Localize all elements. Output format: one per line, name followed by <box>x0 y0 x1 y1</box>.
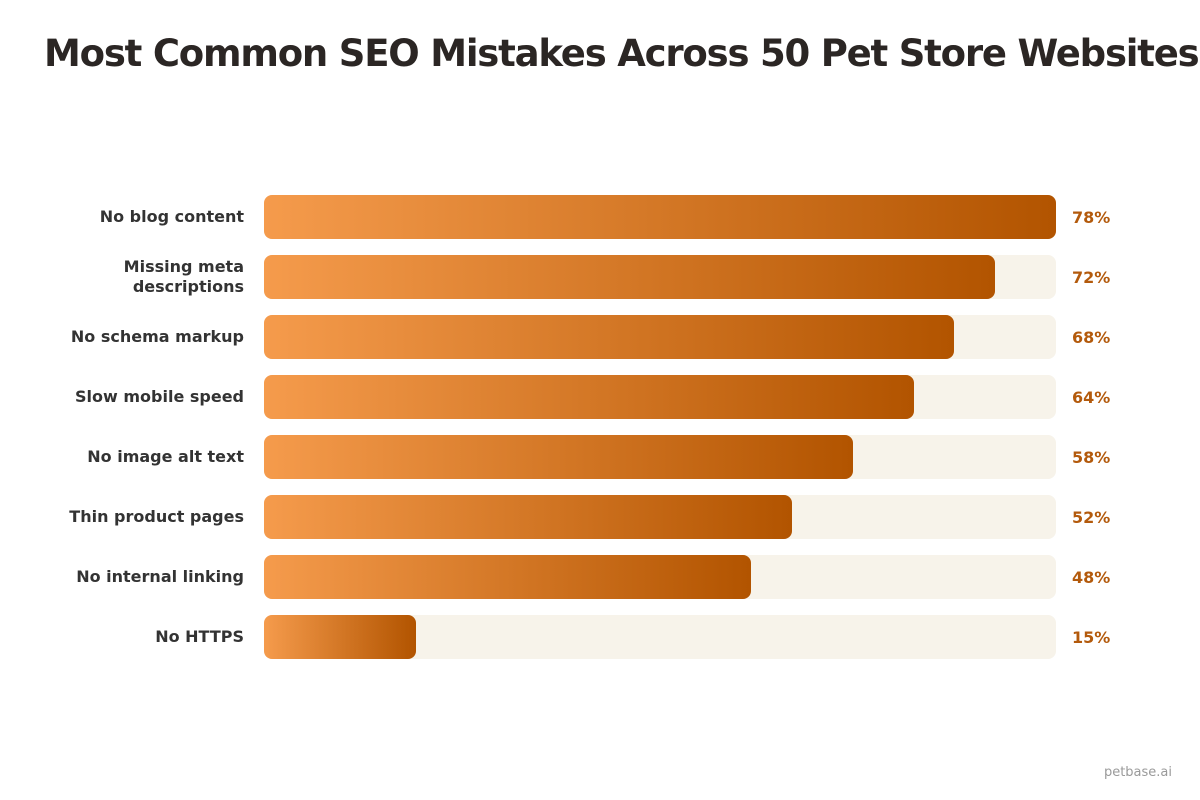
value-label: 48% <box>1072 567 1111 587</box>
bar-track <box>264 195 1056 239</box>
value-label: 15% <box>1072 627 1111 647</box>
bar <box>264 615 417 659</box>
value-label: 64% <box>1072 387 1111 407</box>
category-label: Missing meta descriptions <box>123 257 244 296</box>
value-label: 68% <box>1072 327 1111 347</box>
category-label: No image alt text <box>87 447 244 466</box>
bar-track <box>264 435 1056 479</box>
value-label: 78% <box>1072 207 1111 227</box>
value-label: 58% <box>1072 447 1111 467</box>
category-label: No internal linking <box>76 567 244 586</box>
bar <box>264 195 1056 239</box>
bar-track <box>264 495 1056 539</box>
bar <box>264 435 853 479</box>
source: petbase.ai <box>1103 765 1172 780</box>
bar-track <box>264 615 1056 659</box>
chart-title: Most Common SEO Mistakes Across 50 Pet S… <box>44 32 1200 75</box>
bar-track <box>264 315 1056 359</box>
bar-track <box>264 375 1056 419</box>
category-label: No schema markup <box>70 327 244 346</box>
bar <box>264 375 914 419</box>
bar-track <box>264 555 1056 599</box>
category-label: Slow mobile speed <box>75 387 244 406</box>
bar <box>264 495 792 539</box>
bar <box>264 555 752 599</box>
bar <box>264 315 955 359</box>
category-label: No HTTPS <box>155 627 244 646</box>
value-label: 52% <box>1072 507 1111 527</box>
value-label: 72% <box>1072 267 1111 287</box>
category-label: Thin product pages <box>69 507 244 526</box>
bar-track <box>264 255 1056 299</box>
bar <box>264 255 996 299</box>
category-label: No blog content <box>99 207 244 226</box>
